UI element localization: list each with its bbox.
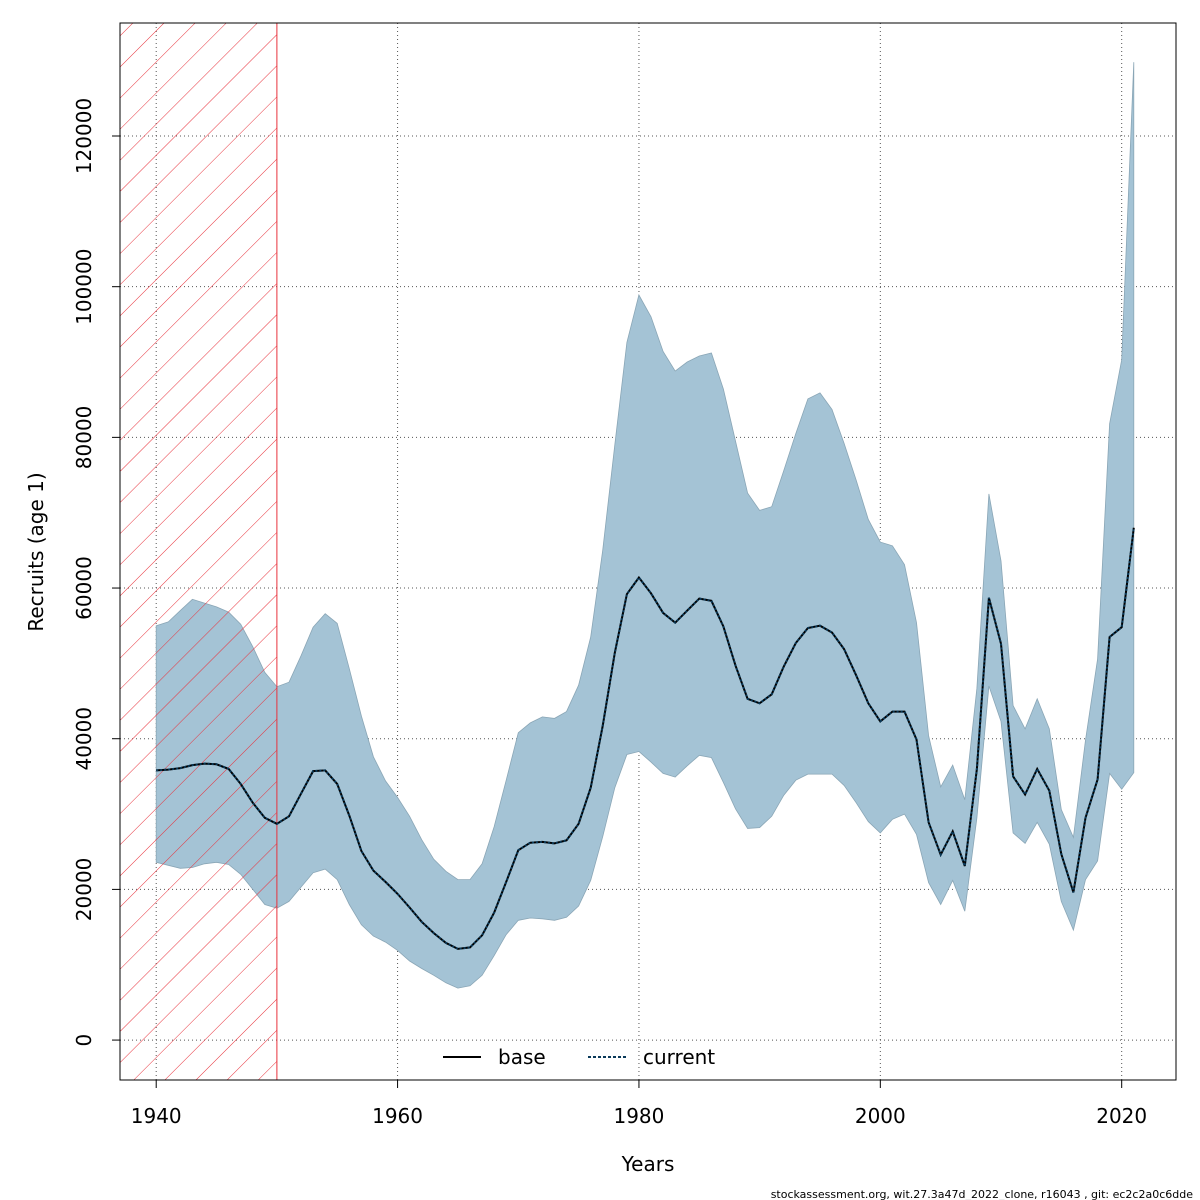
legend-label-current: current [643, 1045, 715, 1069]
y-tick-label: 0 [72, 1034, 96, 1047]
legend-label-base: base [498, 1045, 546, 1069]
y-tick-label: 100000 [72, 249, 96, 325]
series-line-current [156, 527, 1135, 950]
x-axis: 1940 1960 1980 2000 2020 [131, 1080, 1147, 1128]
series [156, 527, 1135, 950]
y-axis: 0 20000 40000 60000 80000 100000 120000 [72, 98, 120, 1047]
x-tick-label: 1940 [131, 1104, 182, 1128]
band-area [155, 62, 1135, 989]
x-tick-label: 1980 [613, 1104, 664, 1128]
x-tick-label: 2020 [1096, 1104, 1147, 1128]
x-tick-label: 1960 [372, 1104, 423, 1128]
hatched-region [119, 22, 278, 1081]
legend: base current [443, 1045, 715, 1069]
y-tick-label: 40000 [72, 707, 96, 771]
y-tick-label: 80000 [72, 406, 96, 470]
confidence-band [155, 62, 1135, 989]
x-tick-label: 2000 [855, 1104, 906, 1128]
y-axis-title: Recruits (age 1) [24, 472, 48, 631]
footer-note: stockassessment.org, wit.27.3a47d_2022_c… [771, 1188, 1194, 1200]
y-tick-label: 60000 [72, 556, 96, 620]
y-tick-label: 120000 [72, 98, 96, 174]
plot-frame [119, 22, 1177, 1081]
x-axis-title: Years [621, 1152, 675, 1176]
y-tick-label: 20000 [72, 858, 96, 922]
hatch-rect [119, 22, 278, 1081]
